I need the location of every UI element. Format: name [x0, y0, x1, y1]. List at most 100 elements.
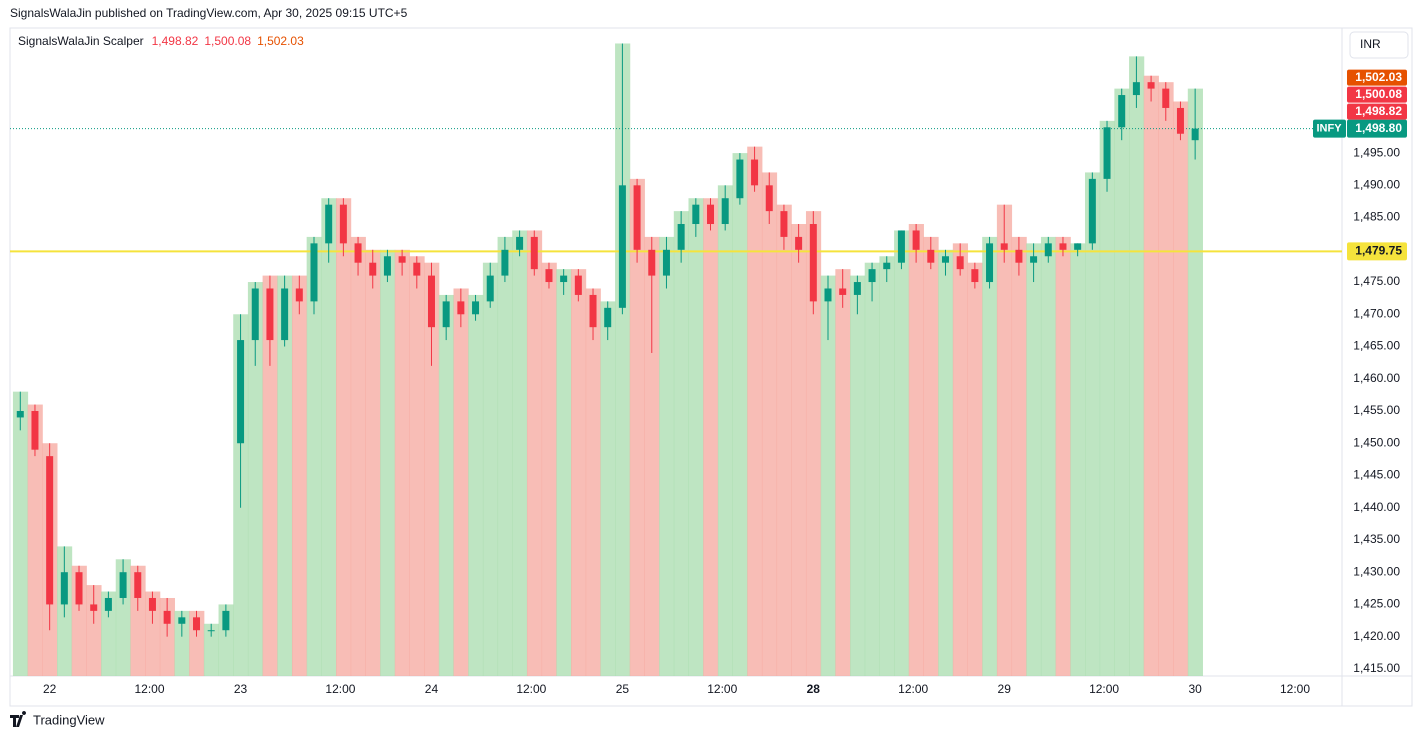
candle-body: [560, 275, 568, 283]
trend-shade: [659, 236, 675, 676]
currency-button-box[interactable]: [1349, 31, 1409, 59]
candle-body: [222, 610, 230, 631]
trend-shade: [424, 262, 440, 676]
brand: TradingView: [10, 711, 105, 727]
trend-shade: [130, 565, 146, 676]
candle-body: [897, 230, 905, 263]
indicator-badge: [1347, 69, 1407, 86]
x-tick-label: 29: [998, 682, 1012, 696]
trend-shade: [86, 585, 102, 676]
trend-shade: [1099, 120, 1115, 676]
candle-body: [721, 198, 729, 225]
level-badge: [1347, 242, 1407, 261]
candle-body: [413, 262, 421, 276]
candle-body: [824, 288, 832, 302]
brand-name: TradingView: [33, 712, 105, 727]
trend-shade: [776, 204, 792, 677]
trend-shade: [967, 262, 983, 676]
trend-shade: [189, 610, 205, 676]
candle-body: [941, 256, 949, 263]
trend-shade: [541, 262, 557, 676]
trend-shade: [1158, 82, 1174, 676]
indicator-badge: [1347, 103, 1407, 120]
trend-shade: [923, 236, 939, 676]
candle-body: [119, 572, 127, 598]
candle-body: [662, 249, 670, 276]
currency-button[interactable]: INR: [1349, 31, 1409, 59]
candle-body: [545, 269, 553, 283]
candle-body: [1074, 243, 1082, 250]
candle-body: [574, 275, 582, 295]
trend-shade: [1055, 236, 1071, 676]
candle-body: [1044, 243, 1052, 257]
candle-body: [1103, 127, 1111, 179]
x-tick-label: 12:00: [1089, 682, 1119, 696]
candle-body: [1015, 249, 1023, 263]
candle-body: [1059, 243, 1067, 250]
x-tick-label: 12:00: [898, 682, 928, 696]
trend-shade: [203, 623, 220, 676]
x-tick-label: 12:00: [516, 682, 546, 696]
trend-shade: [585, 288, 601, 676]
trend-shade: [864, 262, 880, 676]
candle-body: [193, 617, 201, 631]
x-tick-label: 30: [1188, 682, 1202, 696]
candle-body: [442, 301, 450, 328]
candle-body: [589, 294, 597, 328]
y-tick-label: 1,470.00: [1353, 306, 1400, 320]
y-tick-label: 1,435.00: [1353, 532, 1400, 546]
trend-shade: [1187, 88, 1203, 677]
last-price-badge: [1347, 119, 1407, 138]
candle-body: [207, 630, 215, 632]
trend-shade: [336, 198, 352, 677]
trend-shade: [321, 198, 337, 677]
trend-shade: [717, 185, 734, 676]
x-tick-label: 22: [43, 682, 57, 696]
trend-shade: [497, 236, 513, 676]
indicator-value: 1,498.82: [152, 34, 199, 48]
trend-shade: [556, 269, 572, 676]
candle-body: [618, 185, 626, 308]
indicator-badge-label: 1,502.03: [1355, 70, 1402, 84]
candle-body: [1162, 88, 1170, 108]
trend-shade: [879, 256, 895, 676]
trend-shade: [908, 224, 924, 676]
candle-body: [383, 256, 391, 276]
y-tick-label: 1,415.00: [1353, 661, 1400, 675]
y-tick-label: 1,440.00: [1353, 500, 1400, 514]
trend-shade: [453, 288, 469, 676]
candle-body: [295, 288, 303, 302]
indicator-value: 1,500.08: [204, 34, 251, 48]
trend-shade: [835, 269, 851, 676]
candle-body: [1132, 82, 1140, 96]
trend-shade: [629, 178, 645, 676]
candle-body: [1176, 107, 1184, 134]
levels: [10, 128, 1342, 253]
trend-shade: [820, 275, 836, 676]
y-tick-label: 1,455.00: [1353, 403, 1400, 417]
trend-shade: [27, 404, 43, 676]
candle-body: [31, 410, 39, 450]
candle-body: [707, 204, 715, 225]
y-tick-label: 1,430.00: [1353, 564, 1400, 578]
candle-body: [472, 301, 480, 315]
trend-shade: [732, 153, 748, 677]
candle-body: [530, 236, 538, 270]
trend-shade: [1070, 243, 1086, 676]
trend-shade: [291, 275, 308, 676]
trend-shade: [380, 249, 396, 676]
candle-body: [780, 211, 788, 237]
y-tick-label: 1,465.00: [1353, 339, 1400, 353]
candle-body: [956, 256, 964, 270]
candle-body: [398, 256, 406, 263]
trend-shade: [482, 262, 499, 676]
trend-shade: [512, 230, 528, 676]
trend-shade: [805, 211, 822, 676]
currency-label[interactable]: INR: [1360, 37, 1381, 51]
trend-shade: [438, 294, 455, 676]
candle-body: [839, 288, 847, 295]
candle-body: [765, 185, 773, 212]
candle-body: [1147, 82, 1155, 89]
symbol-badge: [1313, 119, 1346, 138]
